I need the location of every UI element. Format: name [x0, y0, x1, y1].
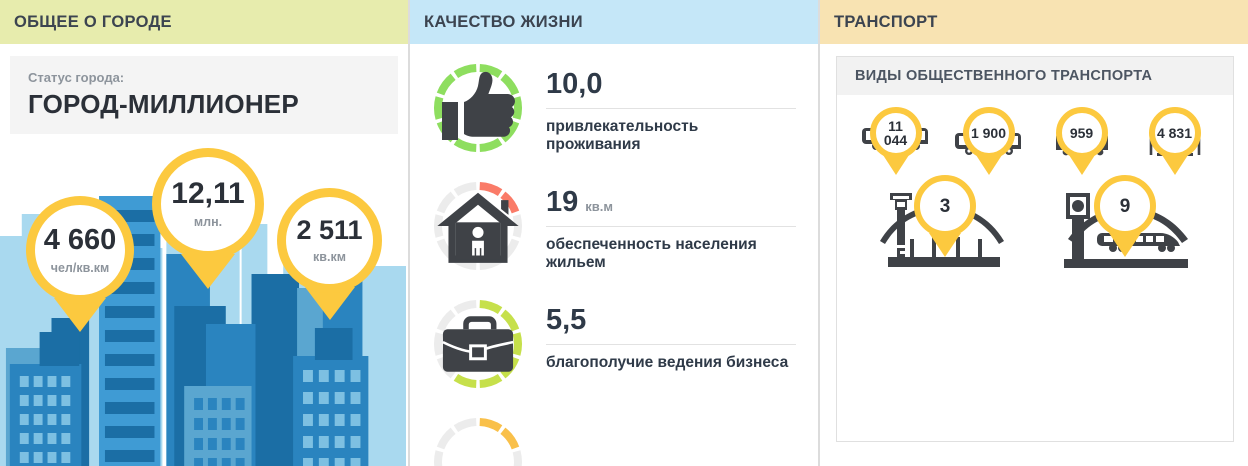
transport-mode-metro: 4 831	[1132, 107, 1218, 175]
metric-unit: кв.м	[585, 199, 613, 214]
panel-transport-header: ТРАНСПОРТ	[820, 0, 1248, 44]
mode-pin: 1 900	[962, 107, 1015, 175]
pin-bubble: 12,11 млн.	[152, 148, 264, 260]
pin-value: 11 044	[883, 118, 908, 148]
progress-ring	[430, 414, 526, 466]
pin-tail-icon	[975, 155, 1002, 175]
pin-bubble: 959	[1055, 107, 1108, 159]
pin-value: 4 831	[1156, 125, 1193, 141]
metric-value-row	[546, 424, 796, 433]
pin-tail-icon	[882, 155, 909, 175]
pin-value: 3	[939, 195, 951, 217]
pin-value: 9	[1119, 195, 1131, 217]
transport-hub-airport: 3	[860, 175, 1030, 280]
pin-unit: млн.	[193, 215, 223, 230]
transport-hub-bus-station: 9	[1040, 175, 1210, 280]
metric-text: 5,5 благополучие ведения бизнеса	[526, 290, 796, 372]
city-status-value: ГОРОД-МИЛЛИОНЕР	[28, 89, 299, 119]
ring-segments	[434, 418, 522, 466]
panel-quality-header: КАЧЕСТВО ЖИЗНИ	[410, 0, 818, 44]
pin-value: 2 511	[296, 215, 363, 246]
pin-bubble: 3	[914, 175, 976, 237]
pin-unit: кв.км	[313, 250, 346, 265]
pin-tail-icon	[1161, 155, 1188, 175]
city-status-label: Статус города:	[28, 70, 125, 85]
pin-bubble: 9	[1094, 175, 1156, 237]
metric-value: 19	[546, 186, 579, 218]
metric-housing-provision: 19 кв.м обеспеченность населения жильем	[430, 172, 796, 290]
city-pin-density: 4 660 чел/кв.км	[26, 196, 134, 332]
pin-bubble: 4 831	[1148, 107, 1201, 159]
metric-partial-cutoff	[430, 408, 796, 466]
pin-bubble: 11 044	[869, 107, 922, 159]
metric-value-row: 10,0	[546, 70, 796, 108]
transport-mode-trolleybus: 1 900	[946, 107, 1032, 175]
metric-living-attractiveness: 10,0 привлекательность проживания	[430, 54, 796, 172]
metric-label: привлекательность проживания	[546, 108, 796, 154]
mode-pin: 4 831	[1148, 107, 1201, 175]
pin-value: 959	[1069, 125, 1094, 141]
thumbs-up-icon	[430, 60, 526, 156]
pin-tail-icon	[1068, 155, 1095, 175]
transport-mode-bus: 11 044	[853, 107, 939, 175]
hub-pin: 9	[1094, 175, 1156, 257]
progress-ring	[430, 296, 526, 392]
pin-tail-icon	[1109, 233, 1141, 257]
metric-business-welfare: 5,5 благополучие ведения бизнеса	[430, 290, 796, 408]
pin-unit: чел/кв.км	[50, 260, 110, 275]
pin-bubble: 2 511 кв.км	[277, 188, 382, 293]
metric-label: благополучие ведения бизнеса	[546, 344, 796, 372]
metric-text	[526, 408, 796, 433]
pin-value: 4 660	[43, 223, 117, 256]
transport-mode-tram: 959	[1039, 107, 1125, 175]
mode-pin: 11 044	[869, 107, 922, 175]
metric-value: 10,0	[546, 68, 603, 100]
transport-hubs-row: 3	[837, 159, 1233, 280]
city-status-card: Статус города: ГОРОД-МИЛЛИОНЕР	[10, 56, 398, 134]
pin-tail-icon	[929, 233, 961, 257]
progress-ring	[430, 178, 526, 274]
public-transport-card: ВИДЫ ОБЩЕСТВЕННОГО ТРАНСПОРТА 11 044	[836, 56, 1234, 442]
pin-value: 12,11	[171, 177, 245, 211]
panel-city-overview: ОБЩЕЕ О ГОРОДЕ Статус города: ГОРОД-МИЛЛ…	[0, 0, 408, 466]
house-person-icon	[430, 178, 526, 274]
metric-text: 10,0 привлекательность проживания	[526, 54, 796, 154]
metric-label: обеспеченность населения жильем	[546, 226, 796, 272]
hub-pin: 3	[914, 175, 976, 257]
city-pin-area: 2 511 кв.км	[277, 188, 382, 320]
city-pin-population: 12,11 млн.	[152, 148, 264, 289]
transport-modes-row: 11 044	[837, 95, 1233, 175]
panel-quality-of-life: КАЧЕСТВО ЖИЗНИ 10,0	[408, 0, 818, 466]
panel-city-header: ОБЩЕЕ О ГОРОДЕ	[0, 0, 408, 44]
pin-bubble: 4 660 чел/кв.км	[26, 196, 134, 304]
mode-pin: 959	[1055, 107, 1108, 175]
metric-text: 19 кв.м обеспеченность населения жильем	[526, 172, 796, 272]
progress-ring	[430, 60, 526, 156]
metric-value-row: 5,5	[546, 306, 796, 344]
public-transport-card-title: ВИДЫ ОБЩЕСТВЕННОГО ТРАНСПОРТА	[837, 57, 1233, 95]
pin-bubble: 1 900	[962, 107, 1015, 159]
panel-transport: ТРАНСПОРТ ВИДЫ ОБЩЕСТВЕННОГО ТРАНСПОРТА …	[818, 0, 1248, 466]
metric-value: 5,5	[546, 304, 587, 336]
pin-value: 1 900	[970, 125, 1007, 141]
quality-metrics-list: 10,0 привлекательность проживания	[410, 44, 818, 466]
briefcase-icon	[430, 296, 526, 392]
metric-value-row: 19 кв.м	[546, 188, 796, 226]
